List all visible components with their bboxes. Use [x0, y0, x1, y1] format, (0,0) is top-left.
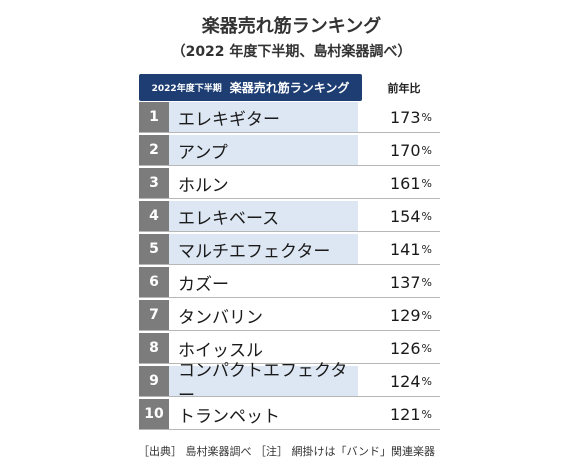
percent-unit: %: [421, 143, 432, 157]
yoy-value: 141: [390, 239, 421, 259]
percent-unit: %: [421, 308, 432, 322]
percent-unit: %: [421, 341, 432, 355]
chart-title: 楽器売れ筋ランキング: [201, 16, 382, 37]
table-row: 4 エレキベース 154%: [139, 201, 440, 232]
rank-cell: 6: [139, 267, 169, 297]
yoy-value: 137: [390, 272, 421, 292]
yoy-value-cell: 141%: [358, 234, 440, 264]
yoy-value: 173: [390, 107, 421, 127]
percent-unit: %: [421, 242, 432, 256]
yoy-value: 170: [390, 140, 421, 160]
rank-cell: 7: [139, 300, 169, 330]
instrument-name-cell: エレキギター: [169, 102, 358, 132]
table-row: 7 タンバリン 129%: [139, 300, 440, 331]
rank-cell: 5: [139, 234, 169, 264]
table-row: 1 エレキギター 173%: [139, 102, 440, 133]
yoy-value: 161: [390, 173, 421, 193]
table-row: 8 ホイッスル 126%: [139, 333, 440, 364]
header-label: 楽器売れ筋ランキング: [229, 81, 350, 95]
yoy-value: 154: [390, 206, 421, 226]
chart-subtitle: （2022 年度下半期、島村楽器調べ）: [171, 44, 412, 60]
yoy-value-cell: 170%: [358, 135, 440, 165]
yoy-value-cell: 137%: [358, 267, 440, 297]
table-row: 2 アンプ 170%: [139, 135, 440, 166]
yoy-value-cell: 126%: [358, 333, 440, 363]
yoy-column-header: 前年比: [387, 82, 421, 95]
yoy-value: 129: [390, 305, 421, 325]
rank-cell: 2: [139, 135, 169, 165]
rank-cell: 1: [139, 102, 169, 132]
yoy-value-cell: 129%: [358, 300, 440, 330]
yoy-value-cell: 161%: [358, 168, 440, 198]
instrument-name-cell: トランペット: [178, 406, 280, 427]
table-header-banner: 2022年度下半期 楽器売れ筋ランキング: [139, 74, 362, 101]
rank-cell: 10: [139, 399, 169, 429]
percent-unit: %: [421, 176, 432, 190]
yoy-value: 126: [390, 338, 421, 358]
percent-unit: %: [421, 275, 432, 289]
instrument-name-cell: エレキベース: [169, 201, 358, 231]
rank-cell: 9: [139, 366, 169, 396]
yoy-value: 124: [390, 371, 421, 391]
percent-unit: %: [421, 407, 432, 421]
rank-cell: 8: [139, 333, 169, 363]
instrument-name-cell: マルチエフェクター: [169, 234, 358, 264]
table-row: 9 コンパクトエフェクター 124%: [139, 361, 440, 406]
table-row: 3 ホルン 161%: [139, 168, 440, 199]
rank-cell: 3: [139, 168, 169, 198]
percent-unit: %: [421, 374, 432, 388]
footnote: ［出典］ 島村楽器調べ ［注］ 網掛けは「バンド」関連楽器: [138, 445, 436, 458]
rank-cell: 4: [139, 201, 169, 231]
table-row: 5 マルチエフェクター 141%: [139, 234, 440, 265]
instrument-name-cell: カズー: [178, 274, 229, 295]
instrument-name-cell: コンパクトエフェクター: [169, 361, 358, 406]
yoy-value-cell: 154%: [358, 201, 440, 231]
percent-unit: %: [421, 209, 432, 223]
yoy-value-cell: 121%: [358, 399, 440, 429]
table-row: 6 カズー 137%: [139, 267, 440, 298]
yoy-value-cell: 173%: [358, 102, 440, 132]
percent-unit: %: [421, 110, 432, 124]
instrument-name-cell: タンバリン: [178, 307, 263, 328]
instrument-name-cell: アンプ: [169, 135, 358, 165]
header-period: 2022年度下半期: [151, 84, 222, 94]
table-row: 10 トランペット 121%: [139, 399, 440, 430]
yoy-value: 121: [390, 404, 421, 424]
instrument-name-cell: ホルン: [178, 175, 229, 196]
instrument-name-cell: ホイッスル: [178, 340, 263, 361]
yoy-value-cell: 124%: [358, 366, 440, 396]
